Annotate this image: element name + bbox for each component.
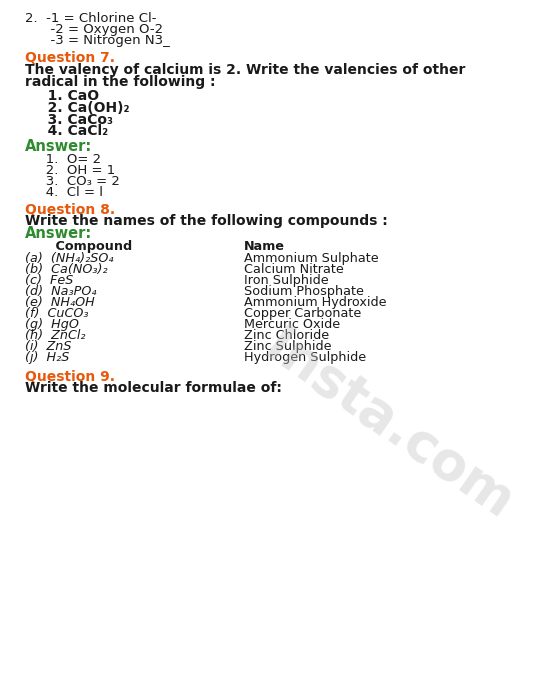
Text: (b)  Ca(NO₃)₂: (b) Ca(NO₃)₂ xyxy=(25,263,108,276)
Text: 2. Ca(OH)₂: 2. Ca(OH)₂ xyxy=(33,101,130,115)
Text: 1. CaO: 1. CaO xyxy=(33,89,99,103)
Text: 1.  O= 2: 1. O= 2 xyxy=(33,153,102,166)
Text: -3 = Nitrogen N3_: -3 = Nitrogen N3_ xyxy=(25,34,170,47)
Text: Compound: Compound xyxy=(33,240,133,253)
Text: (d)  Na₃PO₄: (d) Na₃PO₄ xyxy=(25,285,97,298)
Text: 4.  Cl = l: 4. Cl = l xyxy=(33,186,103,199)
Text: 4. CaCl₂: 4. CaCl₂ xyxy=(33,124,108,138)
Text: Answer:: Answer: xyxy=(25,226,92,241)
Text: Mercuric Oxide: Mercuric Oxide xyxy=(244,318,340,331)
Text: (g)  HgO: (g) HgO xyxy=(25,318,79,331)
Text: Ammonium Sulphate: Ammonium Sulphate xyxy=(244,252,379,265)
Text: Sodium Phosphate: Sodium Phosphate xyxy=(244,285,364,298)
Text: Hydrogen Sulphide: Hydrogen Sulphide xyxy=(244,351,366,364)
Text: Write the names of the following compounds :: Write the names of the following compoun… xyxy=(25,214,388,228)
Text: (e)  NH₄OH: (e) NH₄OH xyxy=(25,296,95,309)
Text: Question 8.: Question 8. xyxy=(25,203,115,216)
Text: (i)  ZnS: (i) ZnS xyxy=(25,340,72,353)
Text: The valency of calcium is 2. Write the valencies of other: The valency of calcium is 2. Write the v… xyxy=(25,63,465,77)
Text: 3.  CO₃ = 2: 3. CO₃ = 2 xyxy=(33,175,120,188)
Text: Name: Name xyxy=(244,240,285,253)
Text: Question 9.: Question 9. xyxy=(25,370,115,383)
Text: 2.  OH = 1: 2. OH = 1 xyxy=(33,164,115,177)
Text: Insta.com: Insta.com xyxy=(254,321,523,531)
Text: Copper Carbonate: Copper Carbonate xyxy=(244,307,361,320)
Text: 2.  -1 = Chlorine Cl-: 2. -1 = Chlorine Cl- xyxy=(25,12,157,25)
Text: (j)  H₂S: (j) H₂S xyxy=(25,351,69,364)
Text: Ammonium Hydroxide: Ammonium Hydroxide xyxy=(244,296,387,309)
Text: Answer:: Answer: xyxy=(25,139,92,155)
Text: Question 7.: Question 7. xyxy=(25,51,115,65)
Text: -2 = Oxygen O-2: -2 = Oxygen O-2 xyxy=(25,23,163,36)
Text: Write the molecular formulae of:: Write the molecular formulae of: xyxy=(25,381,282,395)
Text: (f)  CuCO₃: (f) CuCO₃ xyxy=(25,307,88,320)
Text: Calcium Nitrate: Calcium Nitrate xyxy=(244,263,344,276)
Text: Zinc Chloride: Zinc Chloride xyxy=(244,329,329,342)
Text: (c)  FeS: (c) FeS xyxy=(25,274,73,287)
Text: radical in the following :: radical in the following : xyxy=(25,75,215,89)
Text: 3. CaCo₃: 3. CaCo₃ xyxy=(33,113,113,126)
Text: (a)  (NH₄)₂SO₄: (a) (NH₄)₂SO₄ xyxy=(25,252,113,265)
Text: Iron Sulphide: Iron Sulphide xyxy=(244,274,329,287)
Text: Zinc Sulphide: Zinc Sulphide xyxy=(244,340,332,353)
Text: (h)  ZnCl₂: (h) ZnCl₂ xyxy=(25,329,85,342)
